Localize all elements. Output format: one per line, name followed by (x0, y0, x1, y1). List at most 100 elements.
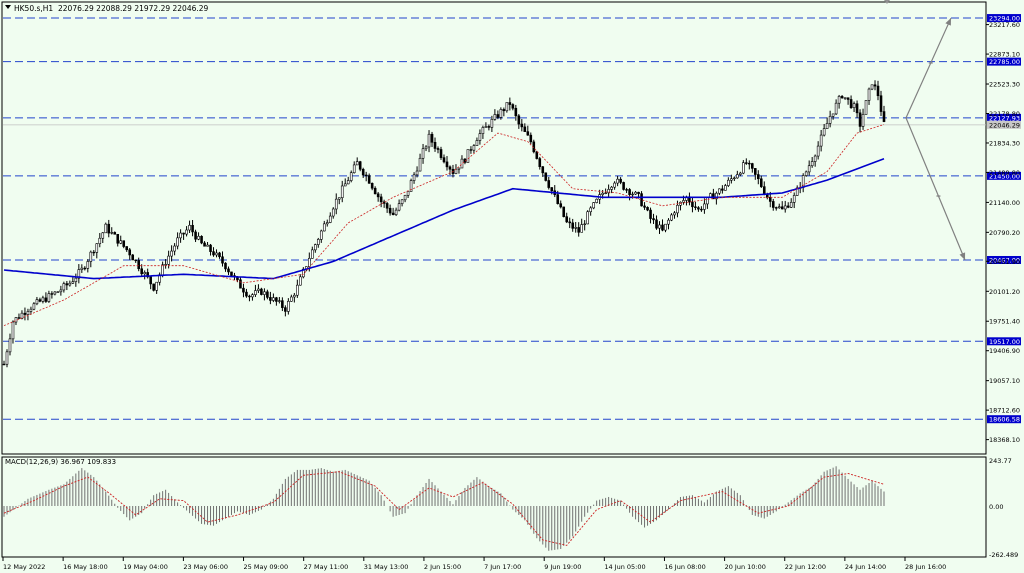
candle-body (53, 291, 57, 295)
candle-body (604, 192, 607, 194)
candle-body (41, 297, 45, 302)
candle-body (319, 230, 323, 240)
candle-body (607, 189, 610, 194)
candle-body (385, 203, 389, 209)
candle-body (343, 183, 347, 187)
candle-body (391, 212, 395, 215)
candle-body (197, 235, 200, 240)
candle-body (355, 161, 359, 166)
candle-body (26, 311, 30, 315)
candle-body (313, 244, 317, 251)
candle-body (325, 222, 329, 225)
level-price-tag (987, 113, 1021, 122)
symbol-dropdown-icon[interactable] (5, 5, 11, 9)
candle-body (508, 102, 512, 105)
candle-body (125, 246, 129, 251)
horizontal-levels: 23294.00 22785.00 22127.93 21450.00 20467.00… (3, 14, 1021, 424)
candle-body (388, 207, 392, 214)
candle-body (215, 252, 218, 256)
candle-body (206, 244, 209, 247)
y-tick-label: 18712.60 (989, 407, 1020, 415)
candle-body (209, 244, 212, 252)
candle-body (128, 249, 132, 256)
y-tick-label: 20101.20 (989, 288, 1020, 296)
level-price-label: 22127.93 (989, 114, 1020, 122)
candle-body (505, 102, 509, 112)
x-tick-label: 7 Jun 17:00 (484, 563, 521, 571)
candle-body (299, 276, 302, 286)
candle-body (164, 264, 167, 266)
candle-body (179, 232, 182, 239)
x-tick-label: 19 May 04:00 (123, 563, 168, 571)
candle-body (703, 203, 706, 210)
candle-body (819, 134, 823, 147)
candle-body (792, 195, 796, 203)
candle-body (251, 294, 254, 298)
candle-body (472, 145, 476, 151)
candle-body (173, 245, 176, 252)
candle-body (5, 351, 9, 365)
candle-body (152, 283, 155, 291)
candle-body (71, 281, 75, 284)
moving-averages (3, 124, 885, 326)
candle-body (807, 165, 811, 173)
macd-scale-bottom: -262.489 (989, 551, 1018, 559)
candle-body (59, 289, 63, 293)
candle-body (361, 168, 365, 176)
candle-body (882, 111, 886, 122)
candle-body (176, 237, 179, 247)
candle-body (293, 294, 296, 298)
candle-body (2, 363, 6, 366)
candle-body (275, 297, 278, 302)
candle-body (260, 288, 263, 295)
forecast-arrow-up-head (945, 18, 951, 26)
candle-body (296, 284, 299, 296)
candle-body (852, 103, 856, 108)
candle-body (753, 168, 757, 175)
candle-body (625, 189, 628, 191)
candle-body (394, 209, 398, 215)
candle-body (774, 207, 778, 209)
candle-body (44, 297, 48, 302)
candle-body (544, 172, 548, 181)
macd-scale-top: 243.77 (989, 457, 1012, 465)
candle-body (529, 134, 533, 143)
candle-body (403, 194, 407, 201)
x-tick-label: 9 Jun 19:00 (544, 563, 581, 571)
candle-body (783, 205, 787, 210)
candle-body (511, 104, 515, 109)
candle-body (828, 115, 832, 124)
candle-body (667, 219, 670, 225)
candle-body (218, 252, 221, 258)
candle-body (137, 260, 140, 270)
candle-body (825, 123, 829, 129)
level-price-tag (987, 171, 1021, 180)
candle-body (433, 141, 437, 149)
level-price-label: 23294.00 (989, 15, 1020, 23)
x-tick-label: 27 May 11:00 (304, 563, 349, 571)
chart-shift-marker-icon[interactable] (884, 0, 890, 4)
candle-body (816, 145, 820, 157)
candle-body (822, 128, 826, 136)
candle-body (409, 180, 413, 192)
candle-body (358, 161, 362, 170)
y-tick-label: 21140.00 (989, 199, 1020, 207)
candle-body (104, 223, 108, 234)
candle-body (448, 166, 452, 170)
candle-body (721, 188, 724, 191)
candle-body (697, 207, 700, 210)
candle-body (861, 114, 865, 127)
candle-body (756, 174, 760, 180)
candle-body (140, 268, 143, 275)
candle-body (35, 299, 39, 305)
y-tick-label: 19057.10 (989, 377, 1020, 385)
candle-body (194, 231, 197, 240)
level-price-label: 20467.00 (989, 256, 1020, 264)
x-tick-label: 16 Jun 08:00 (664, 563, 705, 571)
candle-body (47, 293, 51, 302)
candle-body (182, 232, 185, 235)
candle-body (694, 206, 697, 208)
